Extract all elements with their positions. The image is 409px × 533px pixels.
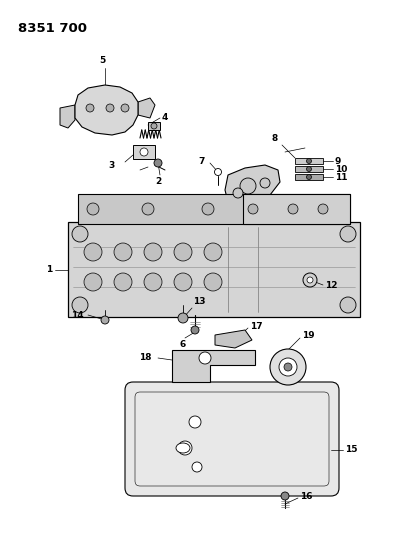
Bar — [294, 174, 322, 180]
Bar — [133, 145, 155, 159]
Polygon shape — [138, 98, 155, 118]
Circle shape — [84, 273, 102, 291]
Text: 12: 12 — [324, 280, 337, 289]
Circle shape — [247, 204, 257, 214]
Polygon shape — [225, 165, 279, 208]
Circle shape — [302, 273, 316, 287]
Circle shape — [198, 352, 211, 364]
Text: 4: 4 — [162, 112, 168, 122]
Circle shape — [178, 313, 188, 323]
Circle shape — [154, 159, 162, 167]
Polygon shape — [75, 85, 138, 135]
Circle shape — [178, 441, 191, 455]
Circle shape — [173, 273, 191, 291]
Circle shape — [239, 178, 255, 194]
Circle shape — [84, 243, 102, 261]
Text: 17: 17 — [249, 322, 262, 332]
Text: 18: 18 — [139, 353, 152, 362]
Ellipse shape — [175, 443, 189, 453]
Text: 7: 7 — [198, 157, 204, 166]
Circle shape — [114, 273, 132, 291]
Text: 5: 5 — [99, 56, 105, 65]
Text: 14: 14 — [71, 311, 84, 319]
Bar — [243, 194, 349, 224]
Bar — [148, 122, 160, 130]
Bar — [294, 158, 322, 164]
Circle shape — [204, 243, 221, 261]
Circle shape — [283, 363, 291, 371]
Circle shape — [202, 203, 213, 215]
Polygon shape — [172, 350, 254, 382]
Polygon shape — [60, 105, 75, 128]
Text: 3: 3 — [108, 161, 115, 171]
Circle shape — [144, 273, 162, 291]
Circle shape — [280, 492, 288, 500]
Bar — [294, 166, 322, 172]
Circle shape — [306, 174, 311, 180]
Circle shape — [317, 204, 327, 214]
Bar — [68, 222, 359, 317]
Circle shape — [191, 326, 198, 334]
Text: 19: 19 — [301, 332, 314, 341]
Circle shape — [287, 204, 297, 214]
Circle shape — [121, 104, 129, 112]
Text: 1: 1 — [46, 265, 52, 274]
Circle shape — [101, 316, 109, 324]
Circle shape — [339, 297, 355, 313]
Text: 8351 700: 8351 700 — [18, 22, 87, 35]
Text: 16: 16 — [299, 492, 312, 502]
Text: 6: 6 — [180, 340, 186, 349]
Circle shape — [106, 104, 114, 112]
Circle shape — [86, 104, 94, 112]
Circle shape — [204, 273, 221, 291]
Circle shape — [144, 243, 162, 261]
Circle shape — [232, 188, 243, 198]
Circle shape — [72, 297, 88, 313]
Text: 10: 10 — [334, 165, 346, 174]
Circle shape — [173, 243, 191, 261]
Circle shape — [261, 203, 273, 215]
Text: 11: 11 — [334, 173, 347, 182]
Text: 2: 2 — [155, 177, 161, 186]
Circle shape — [270, 349, 305, 385]
Text: 9: 9 — [334, 157, 341, 166]
Circle shape — [189, 416, 200, 428]
Bar — [78, 194, 349, 224]
FancyBboxPatch shape — [125, 382, 338, 496]
Text: 15: 15 — [344, 446, 357, 455]
Circle shape — [139, 148, 148, 156]
Circle shape — [259, 178, 270, 188]
Circle shape — [87, 203, 99, 215]
Circle shape — [151, 123, 157, 129]
Circle shape — [142, 203, 154, 215]
Circle shape — [214, 168, 221, 175]
Circle shape — [306, 158, 311, 164]
Text: 8: 8 — [271, 134, 277, 143]
Text: 13: 13 — [193, 297, 205, 306]
Circle shape — [306, 277, 312, 283]
Circle shape — [306, 166, 311, 172]
Circle shape — [191, 462, 202, 472]
Polygon shape — [214, 330, 252, 348]
Circle shape — [311, 203, 323, 215]
Circle shape — [278, 358, 296, 376]
Circle shape — [114, 243, 132, 261]
Circle shape — [72, 226, 88, 242]
Circle shape — [339, 226, 355, 242]
